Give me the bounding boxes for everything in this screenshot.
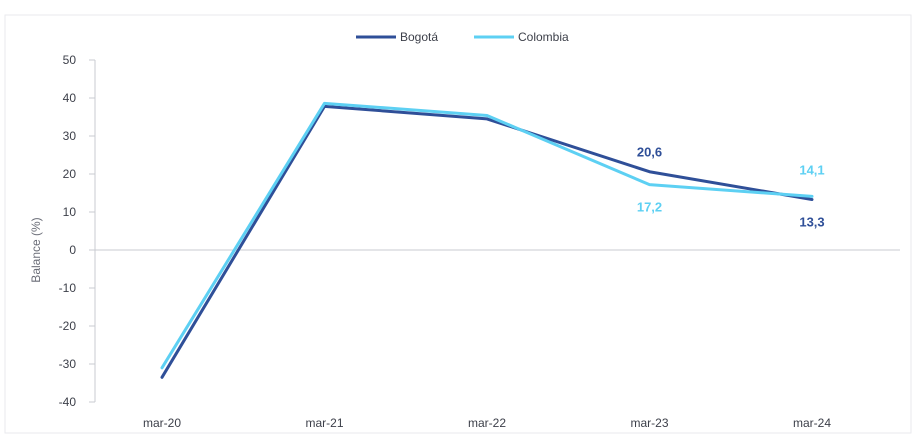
y-tick-label: -10 bbox=[59, 281, 77, 295]
data-labels: 20,6 17,2 14,1 13,3 bbox=[637, 145, 825, 230]
y-tick-label: 20 bbox=[63, 167, 77, 181]
legend-label: Colombia bbox=[518, 30, 569, 44]
x-tick-label: mar-24 bbox=[793, 416, 831, 430]
y-tick-label: 30 bbox=[63, 129, 77, 143]
legend: Bogotá Colombia bbox=[356, 30, 569, 44]
x-tick-label: mar-20 bbox=[143, 416, 181, 430]
series-line bbox=[160, 104, 814, 379]
data-label: 20,6 bbox=[637, 145, 662, 160]
x-tick-label: mar-21 bbox=[305, 416, 343, 430]
y-axis-title: Balance (%) bbox=[29, 217, 43, 282]
series-layer bbox=[160, 101, 814, 379]
y-tick-label: -20 bbox=[59, 319, 77, 333]
y-axis: 50 40 30 20 10 0 -10 -20 -30 -40 bbox=[59, 53, 900, 409]
y-tick-label: 0 bbox=[69, 243, 76, 257]
x-tick-label: mar-23 bbox=[630, 416, 668, 430]
x-axis: mar-20 mar-21 mar-22 mar-23 mar-24 bbox=[143, 416, 831, 430]
data-label: 13,3 bbox=[799, 214, 824, 229]
y-tick-label: 10 bbox=[63, 205, 77, 219]
legend-label: Bogotá bbox=[400, 30, 438, 44]
y-tick-label: 50 bbox=[63, 53, 77, 67]
data-label: 14,1 bbox=[799, 162, 824, 177]
y-tick-label: -40 bbox=[59, 395, 77, 409]
series-line bbox=[160, 101, 814, 370]
chart-frame bbox=[4, 14, 912, 434]
y-tick-label: -30 bbox=[59, 357, 77, 371]
data-label: 17,2 bbox=[637, 200, 662, 215]
x-tick-label: mar-22 bbox=[468, 416, 506, 430]
y-tick-label: 40 bbox=[63, 91, 77, 105]
